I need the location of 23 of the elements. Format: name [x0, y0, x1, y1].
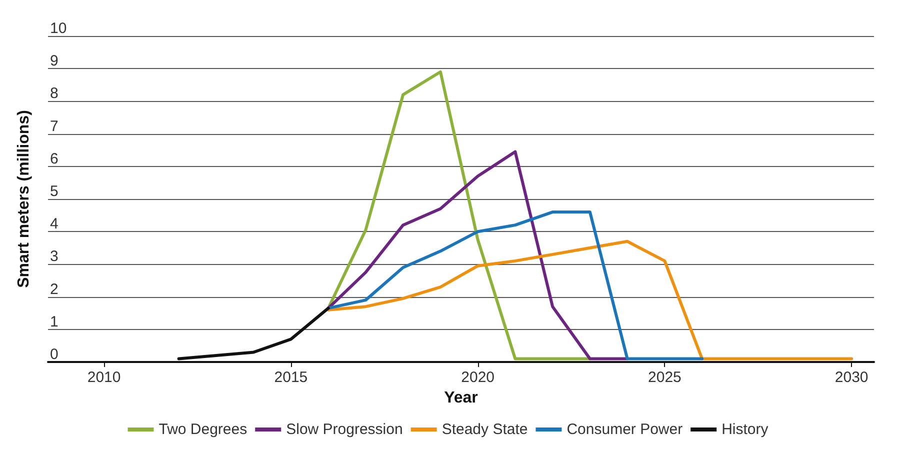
- x-tick-label: 2030: [834, 369, 868, 386]
- x-tick-label: 2015: [274, 369, 308, 386]
- y-tick-label: 5: [50, 183, 58, 200]
- legend-label: Steady State: [442, 421, 528, 438]
- y-tick-label: 8: [50, 85, 58, 102]
- y-tick-label: 7: [50, 118, 58, 135]
- y-tick-label: 1: [50, 313, 58, 330]
- x-tick-label: 2025: [648, 369, 682, 386]
- y-tick-label: 6: [50, 150, 58, 168]
- y-tick-label: 2: [50, 280, 58, 298]
- legend-label: History: [722, 421, 769, 438]
- y-tick-label: 0: [50, 346, 58, 363]
- y-axis-title: Smart meters (millions): [16, 110, 32, 288]
- x-tick-label: 2020: [461, 369, 495, 386]
- y-tick-label: 4: [50, 216, 58, 233]
- legend-label: Two Degrees: [158, 421, 248, 438]
- x-tick-label: 2010: [87, 369, 121, 386]
- legend-label: Slow Progression: [286, 421, 403, 438]
- legend-label: Consumer Power: [566, 421, 683, 438]
- x-axis-title: Year: [444, 389, 478, 406]
- y-tick-label: 3: [50, 248, 58, 266]
- y-tick-label: 10: [50, 20, 67, 37]
- y-tick-label: 9: [50, 52, 58, 70]
